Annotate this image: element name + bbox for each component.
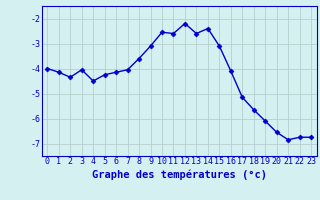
- X-axis label: Graphe des températures (°c): Graphe des températures (°c): [92, 169, 267, 180]
